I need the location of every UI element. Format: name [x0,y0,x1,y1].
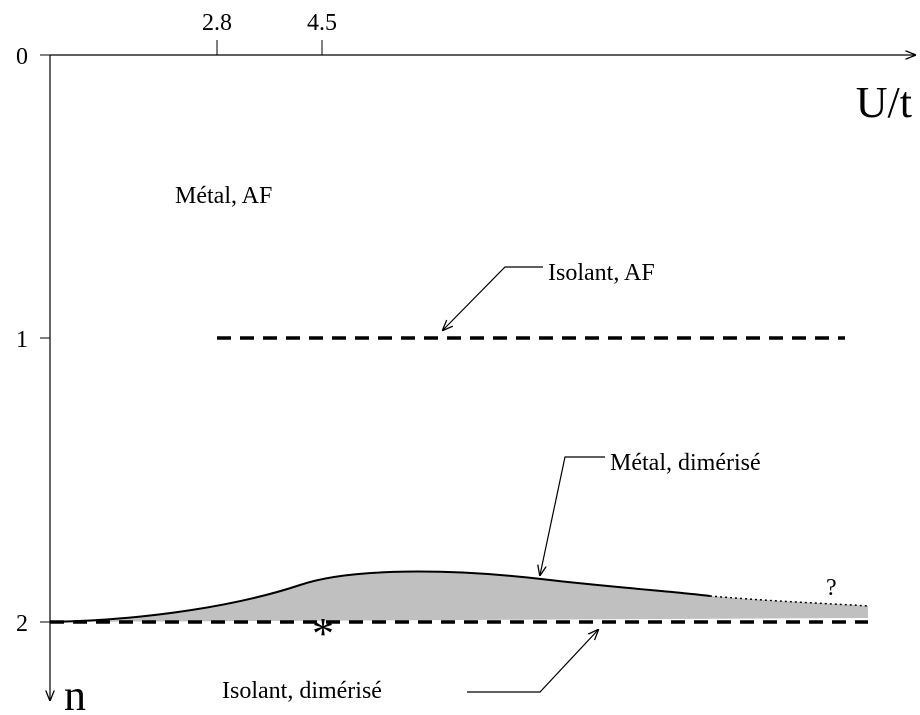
x-tick-label: 2.8 [202,10,232,36]
region-label: Métal, AF [175,183,272,209]
leader-arrow [467,630,598,693]
y-tick-label: 2 [16,611,28,637]
x-tick-label: 4.5 [307,10,337,36]
leader-arrow [443,266,543,330]
leader-arrow [540,456,605,575]
region-label: Métal, dimérisé [610,450,761,476]
region-label: Isolant, AF [548,260,655,286]
region-label: Isolant, dimérisé [222,678,382,704]
y-tick-label: 1 [16,327,28,353]
y-axis-label: n [64,671,86,715]
critical-point: * [312,609,334,658]
question-mark: ? [826,575,837,601]
dimerised-metal-region [50,571,868,622]
phase-boundary [49,570,711,623]
y-tick-label: 0 [16,44,28,70]
x-axis-label: U/t [856,78,912,127]
